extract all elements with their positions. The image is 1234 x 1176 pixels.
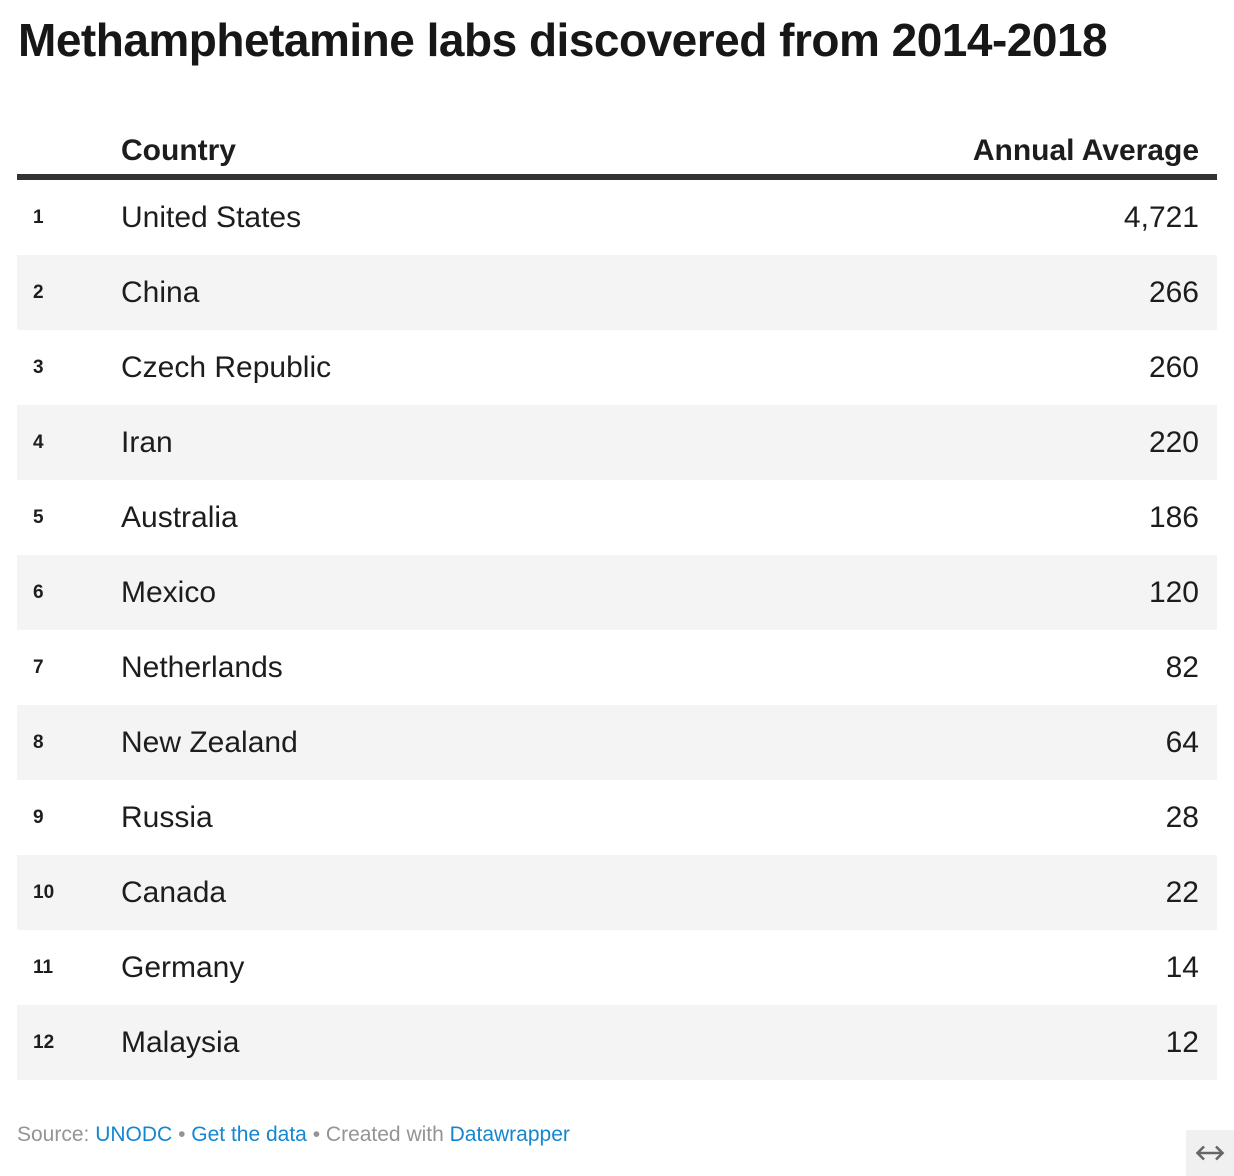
rank-cell: 2	[33, 281, 44, 303]
value-cell: 4,721	[1123, 200, 1199, 234]
table-row: 11 Germany 14	[17, 930, 1217, 1005]
table-row: 12 Malaysia 12	[17, 1005, 1217, 1080]
value-cell: 220	[1148, 425, 1199, 459]
created-with-label: Created with	[325, 1123, 444, 1146]
country-cell: New Zealand	[121, 725, 298, 759]
value-cell: 260	[1148, 350, 1199, 384]
rank-cell: 7	[33, 656, 44, 678]
source-label: Source:	[17, 1123, 90, 1146]
value-cell: 22	[1165, 875, 1199, 909]
value-cell: 28	[1165, 800, 1199, 834]
separator-dot: •	[312, 1123, 321, 1146]
rank-cell: 8	[33, 731, 44, 753]
left-right-arrow-icon	[1195, 1144, 1225, 1162]
country-cell: Russia	[121, 800, 213, 834]
value-cell: 14	[1165, 950, 1199, 984]
table-body: 1 United States 4,721 2 China 266 3 Czec…	[17, 180, 1217, 1080]
separator-dot: •	[178, 1123, 186, 1146]
country-cell: Malaysia	[121, 1025, 240, 1059]
value-cell: 120	[1148, 575, 1199, 609]
country-cell: Iran	[121, 425, 173, 459]
country-cell: Mexico	[121, 575, 217, 609]
rank-cell: 4	[33, 431, 44, 453]
table-row: 2 China 266	[17, 255, 1217, 330]
attribution-footer: Source: UNODC • Get the data • Created w…	[17, 1122, 1217, 1148]
country-cell: Czech Republic	[121, 350, 332, 384]
table-row: 3 Czech Republic 260	[17, 330, 1217, 405]
country-cell: China	[121, 275, 200, 309]
get-the-data-link[interactable]: Get the data	[191, 1123, 307, 1146]
value-cell: 64	[1165, 725, 1199, 759]
rank-cell: 10	[33, 881, 55, 903]
country-cell: Germany	[121, 950, 245, 984]
rank-cell: 6	[33, 581, 44, 603]
table-row: 10 Canada 22	[17, 855, 1217, 930]
table-header-row: Country Annual Average	[17, 118, 1217, 180]
rank-cell: 12	[33, 1031, 55, 1053]
rank-cell: 5	[33, 506, 44, 528]
table-row: 1 United States 4,721	[17, 180, 1217, 255]
value-cell: 12	[1165, 1025, 1199, 1059]
country-cell: Netherlands	[121, 650, 283, 684]
table-row: 8 New Zealand 64	[17, 705, 1217, 780]
source-link[interactable]: UNODC	[95, 1123, 173, 1146]
chart-container: Methamphetamine labs discovered from 201…	[0, 14, 1234, 1148]
country-cell: United States	[121, 200, 302, 234]
country-column-header: Country	[121, 134, 236, 167]
rank-cell: 9	[33, 806, 44, 828]
rank-cell: 1	[33, 206, 44, 228]
datawrapper-link[interactable]: Datawrapper	[449, 1123, 570, 1146]
table-row: 4 Iran 220	[17, 405, 1217, 480]
rank-cell: 11	[33, 956, 54, 978]
table-row: 6 Mexico 120	[17, 555, 1217, 630]
table-row: 9 Russia 28	[17, 780, 1217, 855]
value-cell: 82	[1165, 650, 1199, 684]
country-cell: Australia	[121, 500, 238, 534]
table-row: 5 Australia 186	[17, 480, 1217, 555]
rank-cell: 3	[33, 356, 44, 378]
value-cell: 186	[1148, 500, 1199, 534]
page-title: Methamphetamine labs discovered from 201…	[18, 14, 1108, 66]
table-row: 7 Netherlands 82	[17, 630, 1217, 705]
country-cell: Canada	[121, 875, 227, 909]
resize-embed-button[interactable]	[1186, 1130, 1234, 1176]
annual-average-column-header: Annual Average	[972, 134, 1199, 167]
value-cell: 266	[1148, 275, 1199, 309]
